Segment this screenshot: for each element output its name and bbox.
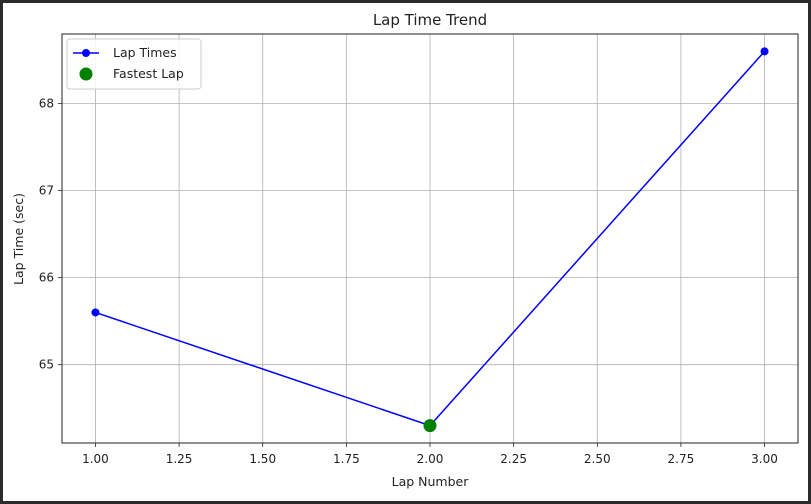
y-tick-label: 68 xyxy=(39,97,54,111)
legend-label-lap-times: Lap Times xyxy=(113,45,177,60)
y-tick-label: 67 xyxy=(39,184,54,198)
x-tick-label: 1.00 xyxy=(82,452,109,466)
plot-area-frame xyxy=(61,33,799,444)
series-layer xyxy=(91,47,769,433)
legend-label-fastest-lap: Fastest Lap xyxy=(113,66,184,81)
x-tick-label: 2.25 xyxy=(500,452,527,466)
grid xyxy=(62,34,798,443)
y-tick-label: 66 xyxy=(39,271,54,285)
legend-marker-fastest-lap xyxy=(79,67,93,81)
chart-title: Lap Time Trend xyxy=(373,11,487,29)
x-tick-label: 2.50 xyxy=(584,452,611,466)
legend-box xyxy=(66,38,202,90)
y-tick-label: 65 xyxy=(39,358,54,372)
x-tick-label: 3.00 xyxy=(751,452,778,466)
chart-figure: Lap Time Trend 1.00 1.25 1.50 1.75 2.00 2.25 2… xyxy=(3,3,808,501)
legend-marker-lap-times xyxy=(82,49,90,57)
legend: Lap Times Fastest Lap xyxy=(66,38,202,90)
data-point-lap-times xyxy=(91,308,100,317)
x-tick-label: 1.25 xyxy=(166,452,193,466)
x-tick-label: 2.00 xyxy=(417,452,444,466)
ticks: 1.00 1.25 1.50 1.75 2.00 2.25 2.50 2.75 3.00 65 66… xyxy=(39,97,778,466)
x-axis-label: Lap Number xyxy=(392,474,470,489)
x-tick-label: 1.75 xyxy=(333,452,360,466)
y-axis-label: Lap Time (sec) xyxy=(11,193,26,285)
x-tick-label: 1.50 xyxy=(249,452,276,466)
x-tick-label: 2.75 xyxy=(668,452,695,466)
line-chart: Lap Time Trend 1.00 1.25 1.50 1.75 2.00 2.25 2… xyxy=(11,11,799,489)
data-point-lap-times xyxy=(760,47,769,56)
data-point-fastest-lap xyxy=(423,419,437,433)
